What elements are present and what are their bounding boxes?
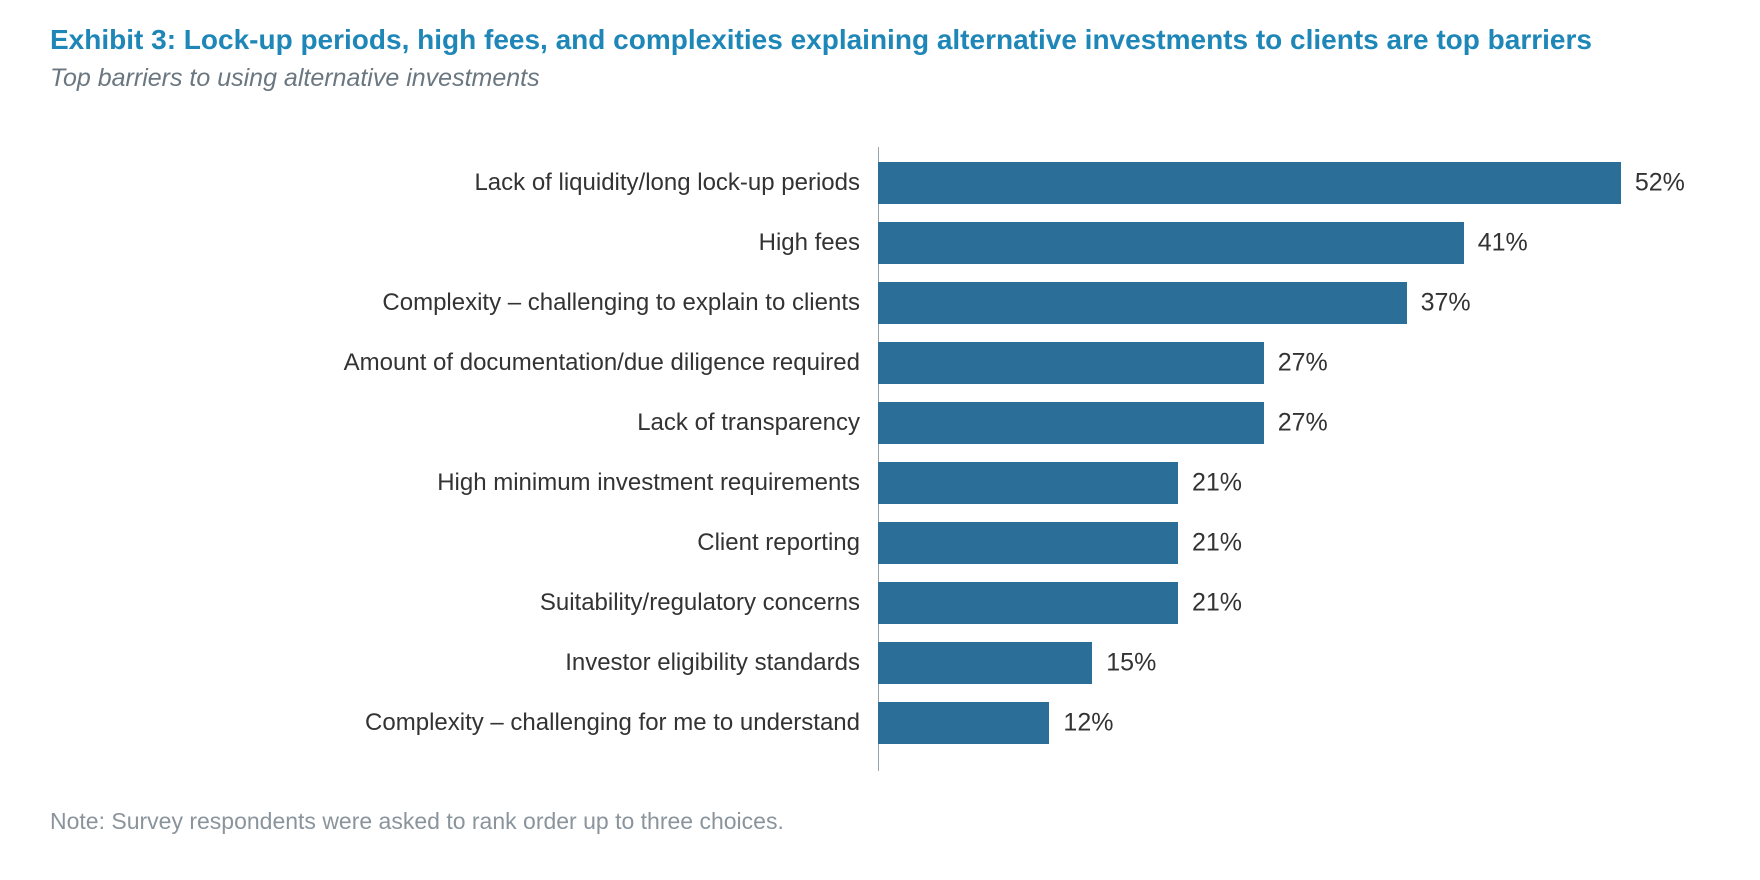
bar-cell: 41% [878, 213, 1678, 273]
bar: 21% [878, 522, 1178, 564]
chart-footnote: Note: Survey respondents were asked to r… [50, 808, 1710, 835]
bar-row: Client reporting21% [50, 513, 1710, 573]
bar: 41% [878, 222, 1464, 264]
category-label: Client reporting [50, 529, 878, 557]
category-label: High fees [50, 229, 878, 257]
category-label: Complexity – challenging for me to under… [50, 709, 878, 737]
bar-row: High minimum investment requirements21% [50, 453, 1710, 513]
value-label: 21% [1178, 589, 1242, 618]
category-label: High minimum investment requirements [50, 469, 878, 497]
bar-row: Investor eligibility standards15% [50, 633, 1710, 693]
value-label: 27% [1264, 349, 1328, 378]
bar: 52% [878, 162, 1621, 204]
bar-row: Complexity – challenging to explain to c… [50, 273, 1710, 333]
category-label: Investor eligibility standards [50, 649, 878, 677]
value-label: 15% [1092, 649, 1156, 678]
category-label: Lack of transparency [50, 409, 878, 437]
bar-cell: 21% [878, 573, 1678, 633]
value-label: 52% [1621, 169, 1685, 198]
bar: 21% [878, 462, 1178, 504]
bar-row: Suitability/regulatory concerns21% [50, 573, 1710, 633]
bar-row: Complexity – challenging for me to under… [50, 693, 1710, 753]
bar-row: Lack of liquidity/long lock-up periods52… [50, 153, 1710, 213]
category-label: Lack of liquidity/long lock-up periods [50, 169, 878, 197]
chart-container: Exhibit 3: Lock-up periods, high fees, a… [0, 0, 1760, 880]
chart-subtitle: Top barriers to using alternative invest… [50, 64, 1710, 93]
bar-cell: 12% [878, 693, 1678, 753]
value-label: 21% [1178, 529, 1242, 558]
value-label: 12% [1049, 709, 1113, 738]
bar: 27% [878, 402, 1264, 444]
bar-cell: 21% [878, 453, 1678, 513]
bar-row: High fees41% [50, 213, 1710, 273]
category-label: Suitability/regulatory concerns [50, 589, 878, 617]
bar-cell: 21% [878, 513, 1678, 573]
bar-cell: 15% [878, 633, 1678, 693]
category-label: Complexity – challenging to explain to c… [50, 289, 878, 317]
bar: 37% [878, 282, 1407, 324]
value-label: 21% [1178, 469, 1242, 498]
bar-row: Lack of transparency27% [50, 393, 1710, 453]
bar: 27% [878, 342, 1264, 384]
value-label: 27% [1264, 409, 1328, 438]
category-label: Amount of documentation/due diligence re… [50, 349, 878, 377]
bar-cell: 37% [878, 273, 1678, 333]
bar: 21% [878, 582, 1178, 624]
value-label: 37% [1407, 289, 1471, 318]
bar-cell: 27% [878, 393, 1678, 453]
bar-cell: 27% [878, 333, 1678, 393]
bar-chart: Lack of liquidity/long lock-up periods52… [50, 153, 1710, 753]
chart-title: Exhibit 3: Lock-up periods, high fees, a… [50, 22, 1710, 58]
bar-row: Amount of documentation/due diligence re… [50, 333, 1710, 393]
bar: 15% [878, 642, 1092, 684]
bar-cell: 52% [878, 153, 1678, 213]
bar: 12% [878, 702, 1049, 744]
value-label: 41% [1464, 229, 1528, 258]
